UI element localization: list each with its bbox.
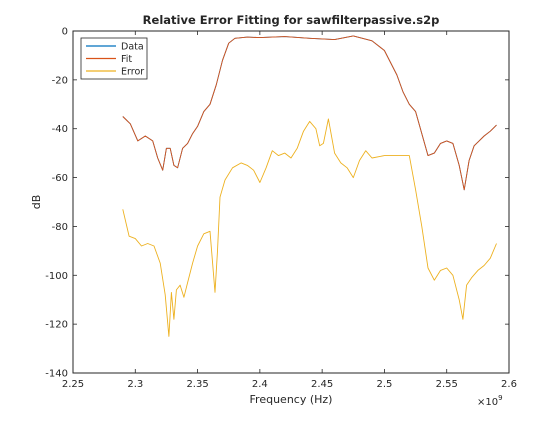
y-tick-label: -80 — [52, 222, 68, 233]
x-tick-label: 2.45 — [311, 379, 333, 390]
y-tick-label: -60 — [52, 173, 68, 184]
x-axis-label: Frequency (Hz) — [250, 393, 333, 406]
x-axis: 2.25 2.3 2.35 2.4 2.45 2.5 2.55 2.6 — [62, 31, 517, 390]
series-line-error — [122, 118, 497, 337]
series-line-fit — [122, 35, 497, 191]
y-tick-label: -100 — [45, 271, 68, 282]
x-tick-label: 2.35 — [186, 379, 208, 390]
y-tick-label: -40 — [52, 124, 68, 135]
y-axis-label: dB — [30, 195, 43, 210]
y-axis: -140 -120 -100 -80 -60 -40 -20 0 — [45, 27, 509, 380]
x-tick-label: 2.6 — [501, 379, 517, 390]
y-tick-label: 0 — [62, 27, 68, 38]
legend-label-fit: Fit — [121, 54, 132, 65]
x-exponent-base: ×10 — [477, 397, 498, 408]
x-tick-label: 2.3 — [127, 379, 143, 390]
legend-label-error: Error — [121, 67, 144, 78]
x-tick-label: 2.4 — [252, 379, 268, 390]
x-tick-label: 2.55 — [436, 379, 458, 390]
plot-area — [72, 30, 510, 374]
x-tick-label: 2.25 — [62, 379, 84, 390]
y-tick-label: -140 — [45, 369, 68, 380]
y-tick-label: -20 — [52, 75, 68, 86]
x-exponent-power: 9 — [498, 394, 502, 402]
x-axis-exponent: ×109 — [477, 394, 503, 408]
series-lines — [122, 35, 497, 337]
y-tick-label: -120 — [45, 320, 68, 331]
legend-label-data: Data — [121, 42, 144, 53]
plot-box — [72, 30, 510, 374]
x-tick-label: 2.5 — [376, 379, 392, 390]
chart-title: Relative Error Fitting for sawfilterpass… — [143, 13, 440, 27]
